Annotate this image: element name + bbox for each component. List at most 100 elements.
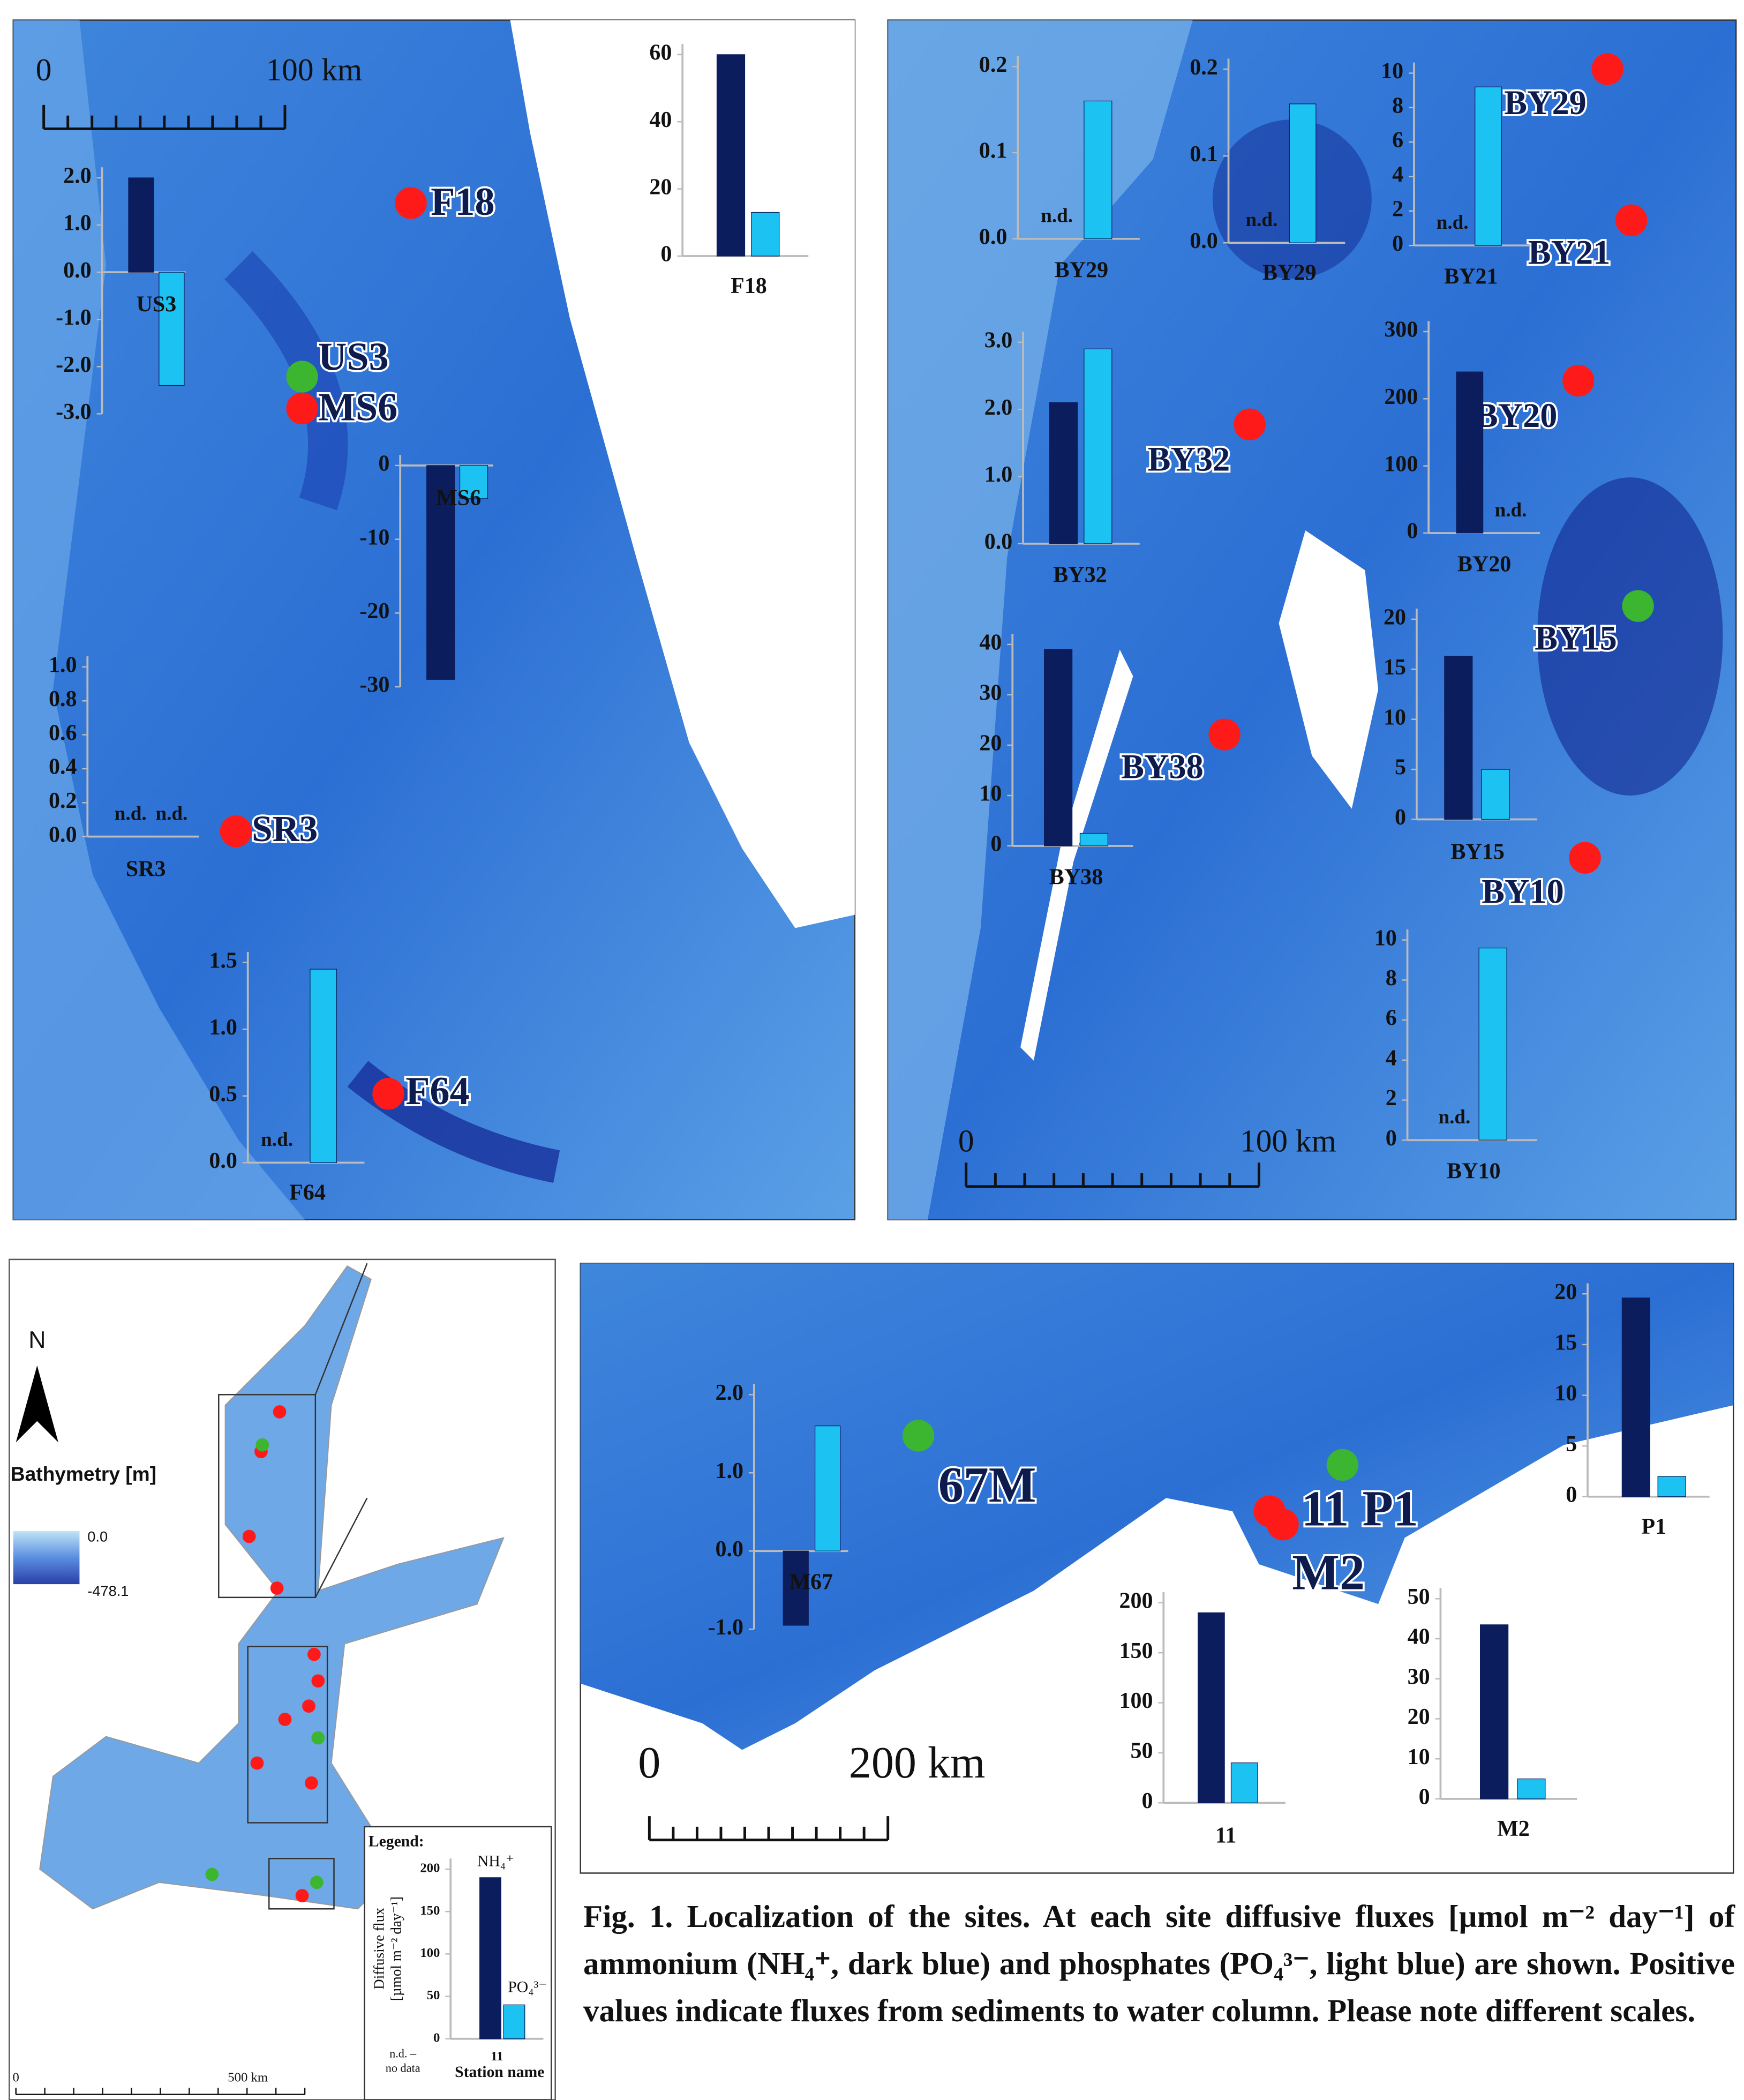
- bar: [1445, 656, 1472, 819]
- site-marker: [286, 361, 318, 392]
- bar: [310, 969, 336, 1162]
- station-label: F18: [731, 274, 767, 298]
- y-tick-label: 0.8: [49, 687, 77, 711]
- y-tick-label: 10: [1381, 59, 1403, 84]
- y-tick-label: 0.1: [1190, 142, 1218, 167]
- y-tick-label: 20: [1554, 1280, 1577, 1304]
- y-tick-label: -1.0: [56, 305, 92, 330]
- bar: [503, 2005, 525, 2038]
- y-tick-label: -3.0: [56, 400, 92, 424]
- bar: [129, 178, 154, 272]
- scale-label: 0: [13, 2071, 19, 2085]
- y-tick-label: 0: [1566, 1482, 1577, 1507]
- scale-label: 0: [638, 1738, 660, 1788]
- y-tick-label: 1.0: [49, 653, 77, 678]
- site-marker: [1234, 409, 1265, 440]
- y-tick-label: 0.2: [49, 789, 77, 813]
- y-tick-label: 50: [427, 1988, 440, 2002]
- station-label: M2: [1497, 1817, 1530, 1841]
- y-tick-label: 0: [1395, 805, 1406, 830]
- y-tick-label: 100: [1119, 1689, 1153, 1713]
- site-label: M2: [1292, 1544, 1365, 1600]
- y-tick-label: 40: [979, 631, 1002, 655]
- y-tick-label: 0: [1392, 231, 1403, 256]
- station-label: BY32: [1053, 562, 1107, 587]
- site-label: 11: [1302, 1481, 1349, 1537]
- no-data-label: n.d.: [155, 803, 187, 825]
- site-label: P1: [1362, 1481, 1418, 1537]
- y-tick-label: 200: [420, 1861, 440, 1876]
- station-label: BY15: [1450, 839, 1504, 864]
- y-tick-label: 2.0: [715, 1381, 743, 1405]
- bar: [1517, 1779, 1545, 1799]
- y-tick-label: 1.5: [209, 948, 237, 973]
- bar: [1080, 833, 1108, 846]
- y-tick-label: 8: [1392, 94, 1403, 118]
- scale-label: 200 km: [849, 1738, 986, 1788]
- y-tick-label: 0: [660, 242, 672, 267]
- bar: [751, 212, 779, 256]
- y-tick-label: 50: [1130, 1739, 1153, 1764]
- y-tick-label: -1.0: [708, 1615, 743, 1640]
- y-tick-label: 10: [1408, 1745, 1430, 1769]
- bar: [1475, 87, 1501, 245]
- y-axis-label: [µmol m⁻² day⁻¹]: [388, 1896, 404, 2001]
- bar: [1289, 104, 1315, 243]
- legend-title: Legend:: [369, 1833, 424, 1850]
- site-label: US3: [318, 335, 389, 379]
- station-label: BY20: [1457, 552, 1511, 577]
- y-tick-label: 30: [1408, 1664, 1430, 1689]
- station-label: 11: [491, 2049, 503, 2064]
- no-data-label: n.d.: [115, 803, 147, 825]
- y-tick-label: 15: [1384, 655, 1406, 680]
- y-tick-label: 10: [1554, 1381, 1577, 1406]
- station-label: BY21: [1444, 265, 1498, 289]
- bar: [717, 55, 745, 256]
- y-tick-label: -2.0: [56, 352, 92, 377]
- y-tick-label: 300: [1384, 318, 1418, 342]
- site-label: BY38: [1121, 748, 1204, 786]
- no-data-label: n.d.: [1041, 205, 1073, 227]
- y-tick-label: 100: [420, 1946, 440, 1960]
- y-tick-label: -30: [359, 673, 389, 698]
- site-label: MS6: [318, 385, 397, 429]
- legend-series: NH₄⁺: [477, 1852, 514, 1870]
- bar: [480, 1878, 501, 2039]
- y-tick-label: 0: [1386, 1126, 1397, 1151]
- y-tick-label: 10: [979, 782, 1002, 806]
- y-tick-label: 0.1: [979, 139, 1008, 163]
- y-tick-label: 40: [649, 108, 672, 132]
- station-label: BY29: [1055, 258, 1108, 282]
- bar: [1231, 1763, 1257, 1803]
- y-tick-label: 1.0: [715, 1459, 743, 1483]
- site-label: BY29: [1504, 84, 1587, 122]
- bar: [1198, 1612, 1224, 1803]
- y-tick-label: 1.0: [63, 211, 92, 236]
- bar: [1622, 1298, 1650, 1497]
- north-label: N: [28, 1327, 46, 1353]
- y-tick-label: 50: [1408, 1585, 1430, 1609]
- site-label: BY20: [1475, 396, 1558, 434]
- station-label: US3: [137, 292, 177, 317]
- site-marker: [395, 187, 426, 219]
- site-marker: [1615, 204, 1647, 236]
- y-tick-label: 0.0: [209, 1149, 237, 1173]
- y-tick-label: 4: [1392, 162, 1403, 187]
- overview-site: [307, 1648, 321, 1661]
- overview-site: [205, 1868, 219, 1881]
- y-tick-label: 10: [1374, 926, 1397, 950]
- bar: [159, 272, 184, 385]
- bar: [1479, 948, 1507, 1141]
- no-data-label: n.d.: [1495, 499, 1527, 521]
- legend-series: PO₄³⁻: [508, 1979, 547, 1996]
- bar: [1084, 349, 1112, 544]
- bar: [1482, 769, 1509, 819]
- y-tick-label: 0.0: [979, 224, 1008, 249]
- station-label: 11: [1215, 1823, 1237, 1848]
- overview-site: [296, 1889, 309, 1902]
- bar: [1050, 403, 1078, 544]
- y-tick-label: 5: [1566, 1432, 1577, 1457]
- site-marker: [220, 815, 252, 847]
- bar: [1044, 649, 1072, 846]
- caption: Fig. 1. Localization of the sites. At ea…: [583, 1893, 1735, 2034]
